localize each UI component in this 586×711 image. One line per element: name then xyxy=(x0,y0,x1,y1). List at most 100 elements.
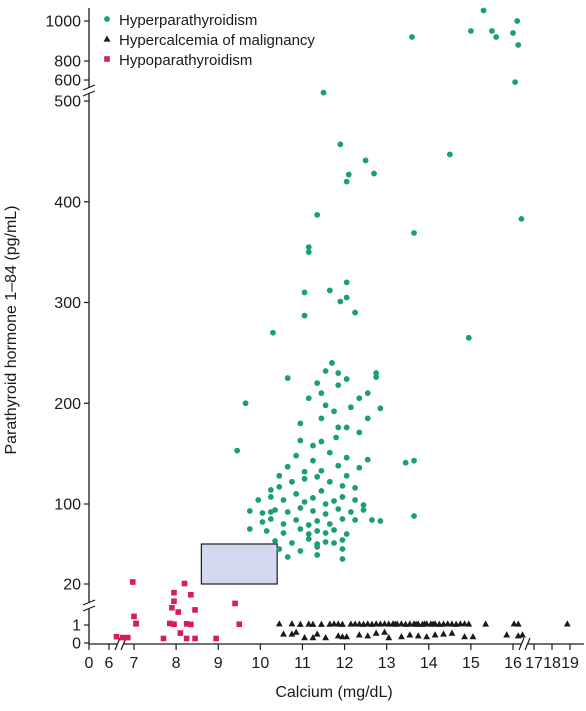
x-axis-break-high xyxy=(518,637,531,651)
y-tick-label: 600 xyxy=(54,73,81,90)
data-point xyxy=(270,329,276,336)
data-point xyxy=(119,634,126,641)
data-point xyxy=(398,633,405,640)
data-point xyxy=(339,516,346,522)
data-point xyxy=(335,462,342,469)
data-point xyxy=(234,447,241,454)
data-point xyxy=(326,449,333,456)
data-point xyxy=(293,452,300,459)
data-point xyxy=(352,497,358,503)
y-tick-label: 300 xyxy=(54,295,81,312)
data-point xyxy=(177,630,184,636)
x-tick-label: 13 xyxy=(378,655,396,672)
data-point xyxy=(377,405,384,412)
y-axis-break-low xyxy=(82,599,96,612)
data-point xyxy=(305,249,312,256)
data-point xyxy=(337,298,344,305)
data-point xyxy=(343,279,350,286)
data-point xyxy=(334,620,342,627)
data-point xyxy=(317,620,325,627)
data-point xyxy=(343,294,350,301)
data-point xyxy=(411,457,417,464)
data-point xyxy=(171,589,177,596)
data-point xyxy=(267,509,274,515)
data-point xyxy=(335,506,342,512)
data-point xyxy=(412,620,420,627)
data-point xyxy=(335,370,342,376)
data-point xyxy=(493,34,500,40)
data-point xyxy=(322,501,329,507)
data-point xyxy=(305,531,312,537)
data-point xyxy=(310,495,316,501)
data-point xyxy=(267,494,274,500)
data-point xyxy=(124,634,131,641)
data-point xyxy=(284,554,291,560)
data-point xyxy=(461,633,468,640)
data-point xyxy=(288,620,296,627)
data-point xyxy=(284,375,291,381)
data-point xyxy=(192,607,198,613)
data-point xyxy=(448,629,456,636)
data-point xyxy=(272,538,278,544)
legend-marker xyxy=(103,35,111,42)
data-point xyxy=(280,630,287,637)
data-point xyxy=(343,178,350,185)
data-point xyxy=(352,517,358,523)
data-point xyxy=(188,591,194,598)
data-point xyxy=(385,634,393,641)
data-point xyxy=(347,509,354,515)
data-point xyxy=(318,415,325,422)
x-tick-label: 8 xyxy=(172,655,181,672)
data-point xyxy=(236,621,243,628)
data-point xyxy=(339,620,346,627)
data-point xyxy=(563,620,571,627)
data-point xyxy=(246,526,253,532)
data-point xyxy=(276,483,283,490)
data-point xyxy=(322,539,329,545)
data-point xyxy=(314,544,321,550)
data-point xyxy=(343,633,351,640)
data-point xyxy=(301,468,308,475)
data-point xyxy=(339,537,346,543)
x-tick-label: 18 xyxy=(543,655,561,672)
data-point xyxy=(343,454,350,461)
data-point xyxy=(169,604,175,611)
data-point xyxy=(381,628,388,635)
data-point xyxy=(314,552,321,558)
data-point xyxy=(259,519,266,525)
data-point xyxy=(373,370,380,376)
data-point xyxy=(329,360,335,366)
data-point xyxy=(398,620,405,627)
data-point xyxy=(514,620,522,627)
data-point xyxy=(372,629,380,636)
data-point xyxy=(482,620,490,627)
data-point xyxy=(343,424,350,431)
data-point xyxy=(301,475,308,482)
data-point xyxy=(297,420,304,427)
y-tick-label: 400 xyxy=(54,194,81,211)
data-point xyxy=(318,467,325,474)
data-point xyxy=(276,546,283,552)
data-point xyxy=(322,402,329,409)
data-point xyxy=(242,400,249,407)
legend-item: Hyperparathyroidism xyxy=(104,12,257,29)
legend-label: Hyperparathyroidism xyxy=(119,12,257,29)
x-tick-label: 7 xyxy=(130,655,139,672)
data-point xyxy=(326,478,333,485)
y-tick-label: 200 xyxy=(54,396,81,413)
data-point xyxy=(255,497,262,503)
data-point xyxy=(318,390,325,397)
y-tick-label: 1 xyxy=(72,618,81,635)
data-point xyxy=(322,511,329,517)
data-point xyxy=(160,635,167,642)
data-point xyxy=(192,635,198,642)
data-point xyxy=(289,478,295,485)
data-point xyxy=(364,415,371,422)
data-point xyxy=(414,632,422,639)
data-point xyxy=(371,170,377,177)
data-point xyxy=(322,530,329,536)
data-point xyxy=(360,507,367,513)
data-point xyxy=(318,438,325,445)
